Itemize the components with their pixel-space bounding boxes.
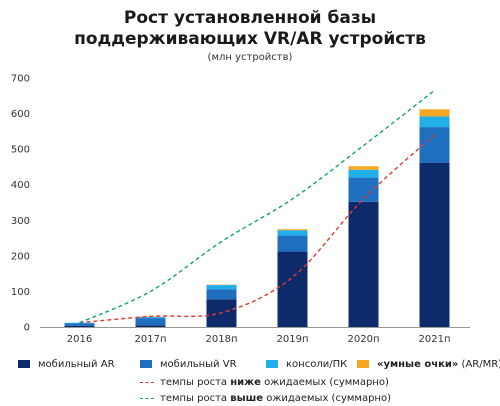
legend-label-smart-glasses-bold: «умные очки» (377, 359, 459, 370)
legend-label-line-above-pre: темпы роста (160, 393, 231, 404)
bar-segment (64, 325, 95, 327)
bar-segment (419, 116, 450, 128)
trend-line-above (79, 89, 435, 324)
y-tick-label: 400 (11, 180, 30, 191)
legend-label-mobile-ar: мобильный AR (38, 359, 115, 370)
bar-segment (64, 323, 95, 326)
legend-label-line-above-post: ожидаемых (суммарно) (263, 393, 391, 404)
legend-label-line-above-bold: выше (230, 393, 264, 404)
x-tick-label: 2019п (277, 334, 309, 345)
legend-swatch-consoles (266, 360, 278, 368)
bar-segment (419, 109, 450, 117)
bar-segment (348, 177, 379, 202)
legend-swatch-line-above (140, 397, 154, 399)
bar-segment (277, 251, 308, 327)
x-tick-label: 2020п (348, 334, 380, 345)
bar-segment (206, 285, 237, 290)
bar-segment (135, 318, 166, 326)
y-tick-label: 300 (11, 216, 30, 227)
bar-segment (135, 325, 166, 327)
chart-title: Рост установленной базы поддерживающих V… (0, 8, 500, 50)
bar-segment (419, 162, 450, 327)
bar-segment (348, 201, 379, 327)
legend-swatch-smart-glasses (357, 360, 369, 368)
legend-label-mobile-vr: мобильный VR (160, 359, 237, 370)
bar-segment (135, 317, 166, 319)
y-tick-label: 200 (11, 251, 30, 262)
legend-label-consoles: консоли/ПК (286, 359, 348, 370)
legend-label-line-below-bold: ниже (230, 377, 261, 388)
legend-item-mobile-ar: мобильный AR (18, 359, 115, 370)
bar-segment (348, 169, 379, 178)
legend-swatch-mobile-vr (140, 360, 152, 368)
trend-line-below (79, 134, 435, 324)
legend-label-line-below-pre: темпы роста (160, 377, 231, 388)
chart-title-line2: поддерживающих VR/AR устройств (74, 29, 426, 49)
bar-segment (348, 166, 379, 170)
y-tick-label: 0 (24, 323, 30, 334)
chart-title-line1: Рост установленной базы (123, 8, 377, 28)
legend-item-line-below: темпы роста ниже ожидаемых (суммарно) (140, 377, 389, 388)
x-tick-label: 2021п (419, 334, 451, 345)
chart-subtitle: (млн устройств) (207, 52, 293, 63)
legend-item-line-above: темпы роста выше ожидаемых (суммарно) (140, 393, 391, 404)
bar-segment (419, 127, 450, 163)
legend-item-mobile-vr: мобильный VR (140, 359, 237, 370)
legend-item-smart-glasses: «умные очки» (AR/MR) (357, 359, 500, 370)
bar-segment (277, 235, 308, 252)
legend-item-consoles: консоли/ПК (266, 359, 347, 370)
y-tick-label: 100 (11, 287, 30, 298)
y-tick-label: 600 (11, 109, 30, 120)
x-tick-label: 2018п (206, 334, 238, 345)
legend-swatch-mobile-ar (18, 360, 30, 368)
bar-segment (206, 289, 237, 300)
bar-segment (277, 230, 308, 236)
bar-segment (64, 322, 95, 324)
x-tick-label: 2016 (67, 334, 92, 345)
bar-segment (277, 229, 308, 231)
legend-label-line-below-post: ожидаемых (суммарно) (260, 377, 389, 388)
legend-label-smart-glasses-rest: (AR/MR) (458, 359, 500, 370)
legend-swatch-line-below (140, 381, 154, 383)
y-tick-label: 700 (11, 74, 30, 85)
x-tick-label: 2017п (135, 334, 167, 345)
y-tick-label: 500 (11, 145, 30, 156)
